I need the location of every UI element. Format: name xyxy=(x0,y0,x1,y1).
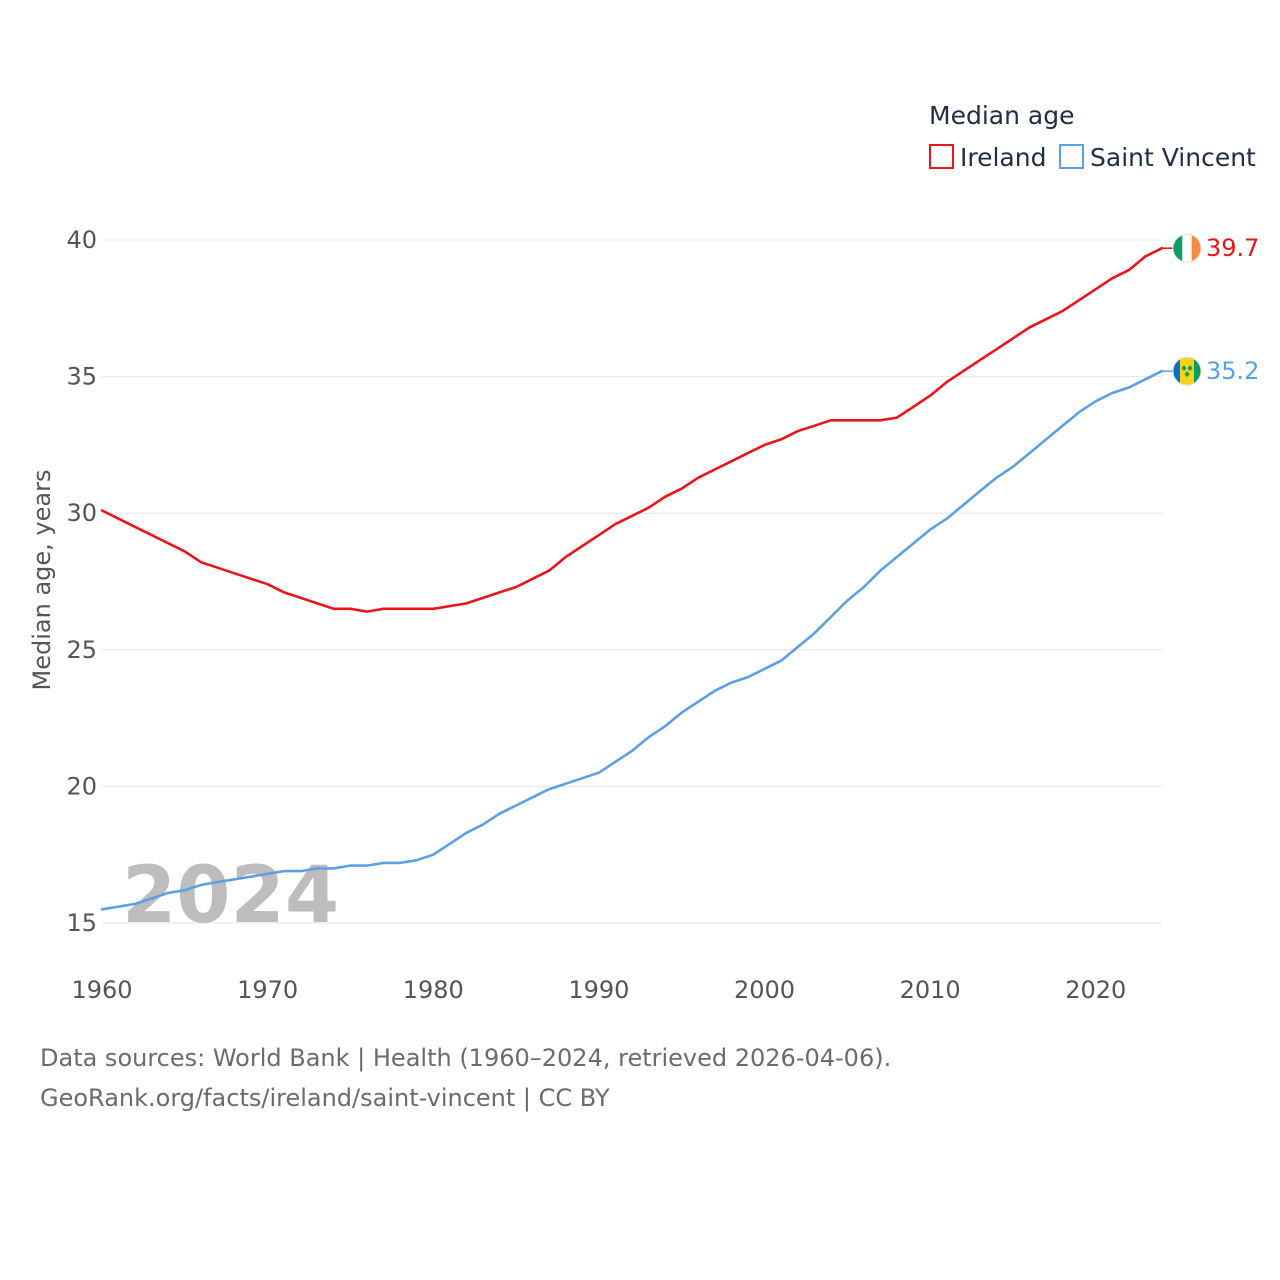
ireland-flag-icon xyxy=(1172,233,1202,263)
y-tick-label: 25 xyxy=(66,636,97,664)
y-tick-label: 20 xyxy=(66,772,97,800)
x-tick-label: 2020 xyxy=(1065,976,1126,1004)
x-tick-label: 1990 xyxy=(568,976,629,1004)
end-value-label-ireland: 39.7 xyxy=(1206,234,1259,262)
legend-title: Median age xyxy=(929,101,1074,130)
series-lines xyxy=(100,246,1164,911)
footer-credit: GeoRank.org/facts/ireland/saint-vincent … xyxy=(40,1084,610,1112)
footer-sources: Data sources: World Bank | Health (1960–… xyxy=(40,1044,892,1072)
end-markers: 39.7 35.2 xyxy=(1162,233,1259,386)
legend-label-saint-vincent: Saint Vincent xyxy=(1090,143,1256,172)
y-tick-label: 35 xyxy=(66,363,97,391)
y-tick-label: 40 xyxy=(66,226,97,254)
y-tick-label: 15 xyxy=(66,909,97,937)
x-tick-label: 1980 xyxy=(403,976,464,1004)
x-tick-label: 2010 xyxy=(900,976,961,1004)
y-tick-label: 30 xyxy=(66,499,97,527)
legend-swatch-ireland xyxy=(929,144,954,169)
x-tick-label: 1960 xyxy=(71,976,132,1004)
series-line-saint-vincent xyxy=(100,369,1164,911)
y-axis-ticks: 15 20 25 30 35 40 xyxy=(66,226,97,937)
x-axis-ticks: 1960 1970 1980 1990 2000 2010 2020 xyxy=(71,976,1126,1004)
saint-vincent-flag-icon xyxy=(1172,356,1202,386)
grid-lines xyxy=(102,239,1162,924)
series-line-ireland xyxy=(100,246,1164,613)
x-tick-label: 2000 xyxy=(734,976,795,1004)
legend: Median age Ireland Saint Vincent xyxy=(929,101,1256,172)
end-value-label-saint-vincent: 35.2 xyxy=(1206,357,1259,385)
y-axis-title: Median age, years xyxy=(28,470,56,691)
legend-label-ireland: Ireland xyxy=(960,143,1046,172)
year-watermark: 2024 xyxy=(122,851,339,941)
legend-swatch-saint-vincent xyxy=(1059,144,1084,169)
x-tick-label: 1970 xyxy=(237,976,298,1004)
